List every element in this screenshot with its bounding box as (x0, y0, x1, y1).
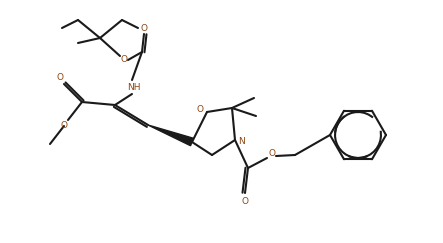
Text: O: O (268, 149, 276, 158)
Text: O: O (197, 105, 203, 114)
Text: O: O (241, 197, 249, 206)
Text: NH: NH (127, 83, 141, 92)
Text: O: O (61, 122, 67, 130)
Text: O: O (140, 25, 148, 34)
Text: N: N (239, 138, 245, 147)
Text: O: O (57, 73, 63, 83)
Text: O: O (120, 55, 128, 64)
Polygon shape (148, 125, 194, 146)
